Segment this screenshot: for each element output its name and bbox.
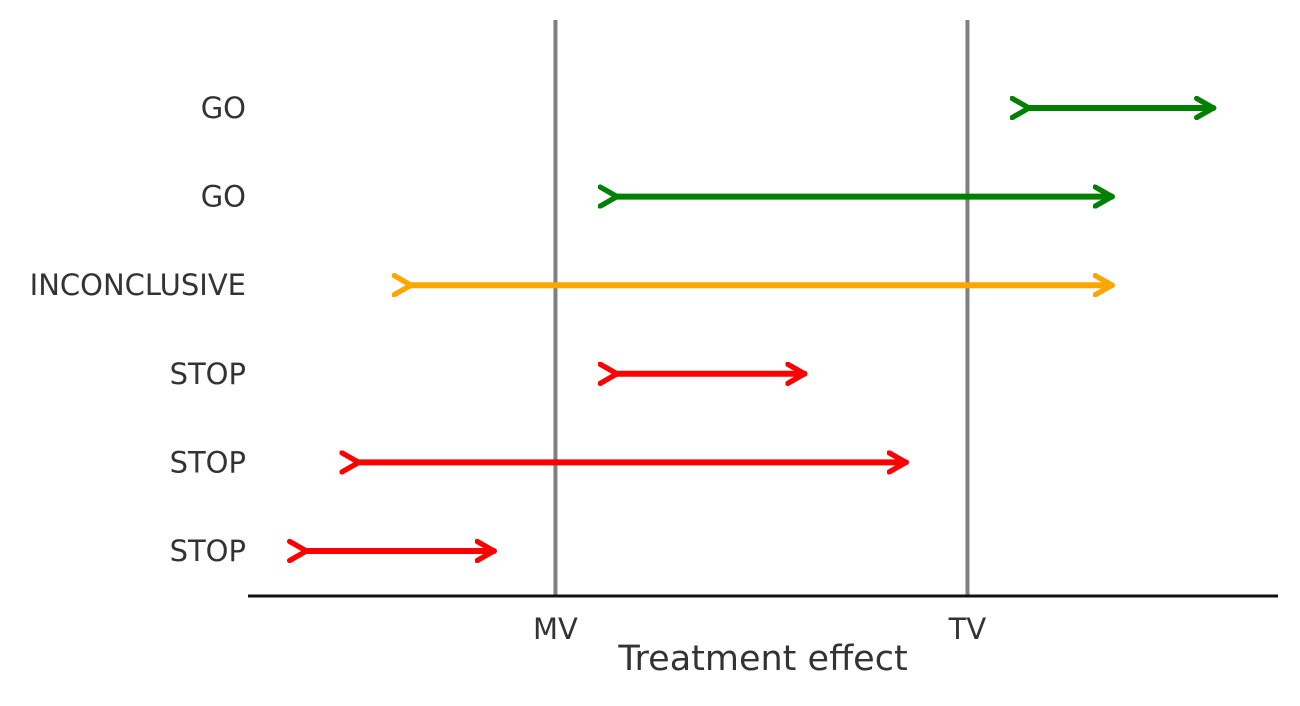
x-tick-labels: MV TV [533,612,986,646]
row-label-3: STOP [170,357,246,391]
row-label-5: STOP [170,534,246,568]
x-tick-label-mv: MV [533,612,578,646]
row-label-2: INCONCLUSIVE [30,268,246,302]
row-label-0: GO [201,91,246,125]
x-tick-label-tv: TV [948,612,987,646]
reference-lines [553,20,970,596]
row-label-1: GO [201,180,246,214]
intervals [306,108,1217,551]
x-axis-title: Treatment effect [617,639,907,679]
row-labels: GO GO INCONCLUSIVE STOP STOP STOP [30,91,246,568]
row-label-4: STOP [170,445,246,479]
